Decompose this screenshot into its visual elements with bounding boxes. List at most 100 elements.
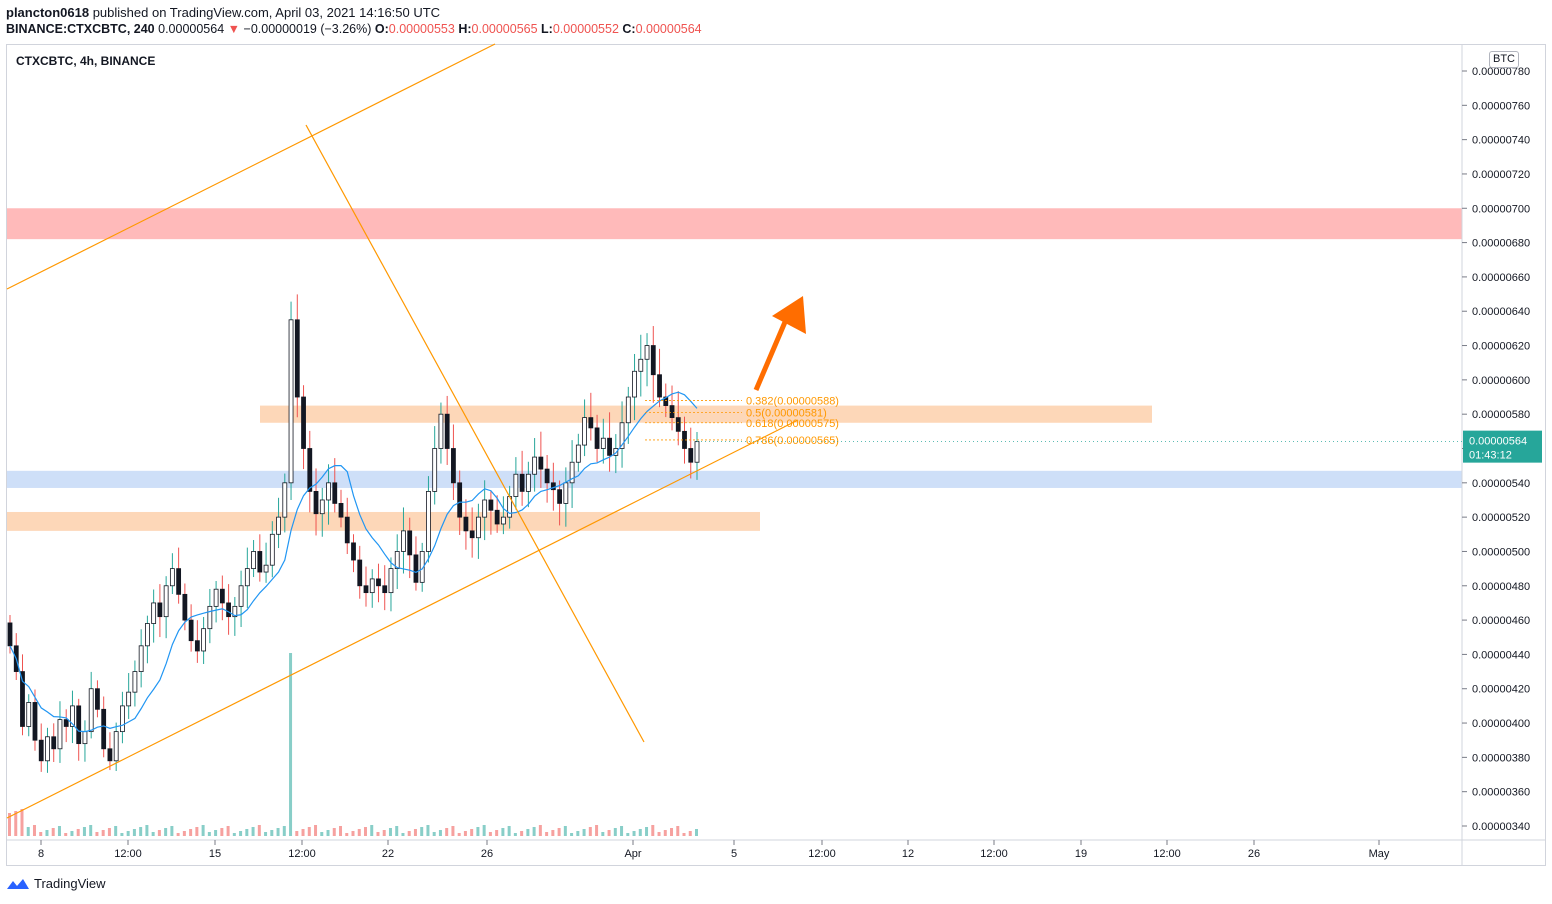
- volume-bar: [520, 831, 524, 836]
- y-tick-label: 0.00000540: [1472, 478, 1530, 490]
- volume-bar: [101, 830, 105, 836]
- open-label: O:: [374, 22, 389, 36]
- candle-body: [151, 602, 157, 624]
- volume-bar: [651, 825, 655, 836]
- x-tick-label: 12:00: [808, 848, 836, 860]
- y-tick-label: 0.00000420: [1472, 684, 1530, 696]
- y-tick-label: 0.00000360: [1472, 787, 1530, 799]
- volume-bar: [638, 829, 642, 836]
- candle-body: [513, 473, 519, 497]
- candle-body: [113, 731, 119, 762]
- y-tick-label: 0.00000720: [1472, 169, 1530, 181]
- brand-text: TradingView: [34, 876, 106, 891]
- candle-body: [107, 748, 113, 762]
- candle-body: [632, 370, 637, 398]
- candle-body: [244, 568, 250, 587]
- y-tick-label: 0.00000700: [1472, 203, 1530, 215]
- footer-brand[interactable]: TradingView: [6, 876, 106, 891]
- currency-badge[interactable]: BTC: [1489, 51, 1519, 68]
- x-tick-label: Apr: [624, 848, 641, 860]
- volume-bar: [695, 829, 698, 836]
- change-value: −0.00000019 (−3.26%): [243, 22, 372, 36]
- volume-bar: [126, 831, 130, 836]
- candle-body: [532, 456, 538, 475]
- volume-bar: [301, 829, 305, 836]
- candle-body: [70, 705, 75, 727]
- volume-bar: [532, 827, 536, 836]
- volume-bar: [264, 832, 268, 836]
- candle-body: [469, 530, 475, 539]
- volume-bar: [388, 828, 392, 836]
- volume-bar: [114, 826, 118, 836]
- candle-body: [63, 719, 69, 727]
- y-tick-label: 0.00000500: [1472, 546, 1530, 558]
- candle-body: [269, 533, 275, 566]
- low-value: 0.00000552: [552, 22, 619, 36]
- volume-bar: [457, 833, 461, 836]
- candle-body: [401, 530, 406, 552]
- volume-bar: [157, 830, 161, 836]
- volume-bar: [401, 833, 405, 836]
- volume-bar: [588, 827, 592, 836]
- y-tick-label: 0.00000580: [1472, 409, 1530, 421]
- candle-body: [82, 731, 88, 745]
- zone-orange-lower: [7, 511, 760, 531]
- candle-body: [438, 413, 444, 449]
- candle-body: [419, 551, 425, 583]
- x-tick-label: 12:00: [1153, 848, 1181, 860]
- volume-bar: [95, 832, 99, 836]
- x-tick-label: 12: [902, 848, 914, 860]
- volume-bar: [495, 830, 499, 836]
- candle-body: [194, 640, 200, 652]
- volume-bar: [501, 828, 505, 836]
- zone-support-blue: [7, 470, 1462, 488]
- y-tick-label: 0.00000620: [1472, 341, 1530, 353]
- candle-body: [657, 374, 662, 398]
- volume-bar: [657, 832, 661, 836]
- x-tick-label: May: [1369, 848, 1390, 860]
- volume-bars: [8, 653, 698, 836]
- candle-body: [344, 516, 350, 544]
- volume-bar: [57, 826, 61, 836]
- volume-bar: [613, 828, 617, 836]
- fib-level-label: 0.382(0.00000588): [746, 395, 839, 407]
- candle-body: [588, 417, 594, 429]
- y-tick-label: 0.00000480: [1472, 581, 1530, 593]
- candle-body: [219, 588, 225, 604]
- low-label: L:: [541, 22, 553, 36]
- y-tick-label: 0.00000780: [1472, 66, 1530, 78]
- candle-body: [132, 671, 138, 693]
- candle-body: [625, 396, 631, 424]
- candle-body: [369, 578, 375, 594]
- candle-body: [669, 405, 675, 419]
- candle-body: [88, 688, 94, 733]
- candle-body: [332, 482, 338, 504]
- candle-body: [138, 645, 144, 672]
- candle-body: [607, 437, 612, 456]
- volume-bar: [314, 825, 318, 836]
- volume-bar: [14, 811, 18, 836]
- candle-body: [263, 564, 269, 573]
- author-name[interactable]: plancton0618: [6, 5, 90, 20]
- volume-bar: [407, 831, 411, 836]
- candle-body: [675, 417, 681, 432]
- chart-title: CTXCBTC, 4h, BINANCE: [16, 54, 156, 68]
- volume-bar: [607, 830, 611, 836]
- volume-bar: [538, 825, 542, 836]
- candle-body: [644, 345, 650, 360]
- candle-body: [394, 551, 400, 570]
- moving-average-line: [9, 391, 698, 733]
- candle-body: [157, 602, 163, 618]
- candle-body: [57, 719, 63, 750]
- fib-level-label: 0.5(0.00000581): [746, 407, 827, 419]
- volume-bar: [357, 829, 361, 836]
- volume-bar: [226, 826, 230, 836]
- descending-trendline: [305, 124, 645, 743]
- chart-frame[interactable]: [6, 44, 1546, 866]
- candle-body: [594, 427, 600, 449]
- candle-body: [251, 551, 256, 570]
- volume-bar: [214, 830, 218, 836]
- volume-bar: [201, 825, 205, 836]
- candle-body: [257, 551, 263, 573]
